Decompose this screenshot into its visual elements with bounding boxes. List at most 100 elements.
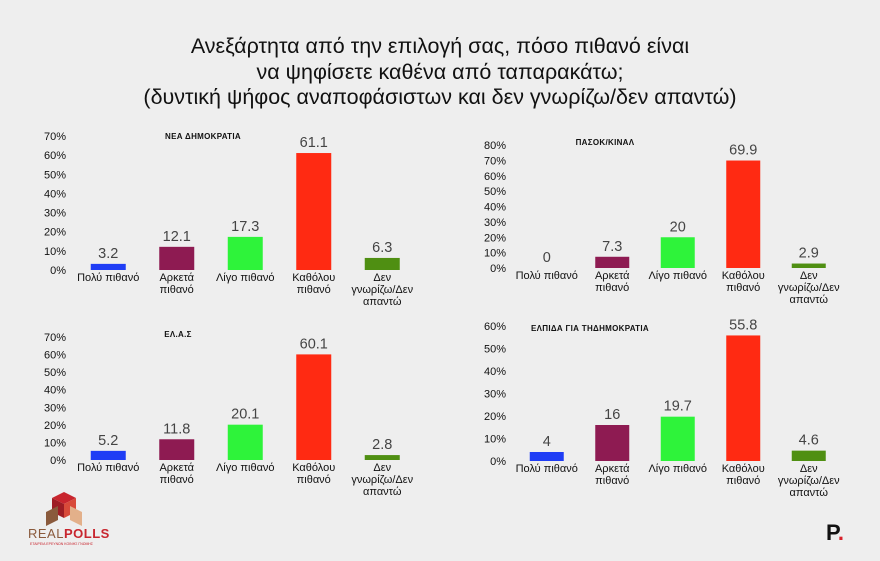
publisher-logo: P. xyxy=(826,520,844,545)
bar xyxy=(595,256,630,268)
bar xyxy=(159,246,195,270)
y-tick-label: 50% xyxy=(44,367,66,379)
x-tick-label: Πολύ πιθανό xyxy=(516,463,578,475)
y-tick-label: 0% xyxy=(50,265,66,277)
x-tick-label: Αρκετά πιθανό xyxy=(595,270,630,294)
data-label: 0 xyxy=(543,250,551,266)
y-tick-label: 70% xyxy=(44,131,66,143)
y-tick-label: 0% xyxy=(50,455,66,467)
data-label: 4 xyxy=(543,434,551,450)
data-label: 2.9 xyxy=(799,246,819,262)
chart-title: ΝΕΑ ΔΗΜΟΚΡΑΤΙΑ xyxy=(165,132,241,141)
y-tick-label: 20% xyxy=(44,227,66,239)
data-label: 60.1 xyxy=(300,336,328,352)
bar xyxy=(90,263,126,270)
data-label: 4.6 xyxy=(799,433,819,449)
data-label: 20.1 xyxy=(231,407,259,423)
chart-elpida: ΕΛΠΙΔΑ ΓΙΑ ΤΗΔΗΜΟΚΡΑΤΙΑ 0% 10% 20% 30% 40% 50%… xyxy=(484,317,840,499)
data-label: 7.3 xyxy=(602,239,622,255)
y-tick-label: 50% xyxy=(484,344,506,356)
chart-nea-dimokratia: ΝΕΑ ΔΗΜΟΚΡΑΤΙΑ 0% 10% 20% 30% 40% 50% 60% 70% 3.2… xyxy=(44,131,414,308)
x-tick-label: Καθόλου πιθανό xyxy=(292,462,335,486)
x-tick-label: Καθόλου πιθανό xyxy=(292,272,335,296)
title-line-2: να ψηφίσετε καθένα από ταπαρακάτω; xyxy=(256,59,624,84)
bar xyxy=(726,160,761,268)
bar xyxy=(660,416,695,461)
data-label: 3.2 xyxy=(98,246,118,262)
y-tick-label: 20% xyxy=(484,411,506,423)
y-tick-label: 20% xyxy=(44,420,66,432)
y-tick-label: 50% xyxy=(484,186,506,198)
bar xyxy=(159,439,195,460)
x-tick-label: Δεν γνωρίζω/Δεν απαντώ xyxy=(778,463,840,499)
x-tick-label: Δεν γνωρίζω/Δεν απαντώ xyxy=(351,462,413,498)
bar xyxy=(227,236,263,270)
y-tick-label: 20% xyxy=(484,232,506,244)
logo-cube-left-2 xyxy=(46,506,58,526)
bar xyxy=(595,425,630,461)
y-tick-label: 0% xyxy=(490,456,506,468)
x-tick-label: Καθόλου πιθανό xyxy=(722,270,765,294)
x-tick-label: Αρκετά πιθανό xyxy=(595,463,630,487)
x-tick-label: Αρκετά πιθανό xyxy=(159,272,194,296)
y-tick-label: 60% xyxy=(44,150,66,162)
y-tick-label: 10% xyxy=(44,246,66,258)
y-tick-label: 40% xyxy=(484,202,506,214)
title-line-1: Ανεξάρτητα από την επιλογή σας, πόσο πιθ… xyxy=(190,34,690,58)
y-tick-label: 60% xyxy=(484,171,506,183)
data-label: 5.2 xyxy=(98,433,118,449)
data-label: 16 xyxy=(604,407,620,423)
data-label: 61.1 xyxy=(300,135,328,151)
data-label: 55.8 xyxy=(729,317,757,333)
logo-cube-right-2 xyxy=(70,506,82,526)
bar xyxy=(90,450,126,460)
realpolls-wordmark: REALPOLLS xyxy=(28,526,110,541)
y-tick-label: 40% xyxy=(484,366,506,378)
chart-title: ΠΑΣΟΚ/ΚΙΝΑΛ xyxy=(576,138,635,147)
bar xyxy=(364,455,400,460)
x-tick-label: Λίγο πιθανό xyxy=(648,463,707,475)
chart-elas: ΕΛ.Α.Σ 0% 10% 20% 30% 40% 50% 60% 70% 5.2 Πολύ πιθ… xyxy=(44,330,414,498)
bar xyxy=(529,452,564,461)
data-label: 69.9 xyxy=(729,143,757,159)
realpolls-logo-icon xyxy=(46,492,82,526)
y-tick-label: 30% xyxy=(44,208,66,220)
y-tick-label: 70% xyxy=(484,155,506,167)
bar xyxy=(364,257,400,270)
y-tick-label: 10% xyxy=(484,434,506,446)
data-label: 6.3 xyxy=(372,240,392,256)
bar xyxy=(296,153,332,270)
bar xyxy=(660,237,695,268)
x-tick-label: Πολύ πιθανό xyxy=(516,270,578,282)
x-tick-label: Λίγο πιθανό xyxy=(216,272,275,284)
y-tick-label: 50% xyxy=(44,169,66,181)
bar xyxy=(227,424,263,460)
x-tick-label: Δεν γνωρίζω/Δεν απαντώ xyxy=(351,272,413,308)
y-tick-label: 30% xyxy=(484,217,506,229)
y-tick-label: 0% xyxy=(490,263,506,275)
x-tick-label: Δεν γνωρίζω/Δεν απαντώ xyxy=(778,270,840,306)
bar xyxy=(791,450,826,461)
y-tick-label: 40% xyxy=(44,385,66,397)
y-tick-label: 30% xyxy=(44,402,66,414)
x-tick-label: Καθόλου πιθανό xyxy=(722,463,765,487)
chart-title: ΕΛΠΙΔΑ ΓΙΑ ΤΗΔΗΜΟΚΡΑΤΙΑ xyxy=(531,324,649,333)
x-tick-label: Λίγο πιθανό xyxy=(216,462,275,474)
y-tick-label: 60% xyxy=(44,350,66,362)
title-line-3: (δυντική ψήφος αναποφάσιστων και δεν γνω… xyxy=(143,85,737,109)
page-title: Ανεξάρτητα από την επιλογή σας, πόσο πιθ… xyxy=(0,34,880,111)
data-label: 19.7 xyxy=(664,399,692,415)
y-tick-label: 40% xyxy=(44,188,66,200)
x-tick-label: Αρκετά πιθανό xyxy=(159,462,194,486)
y-tick-label: 80% xyxy=(484,140,506,152)
bar xyxy=(296,354,332,460)
x-tick-label: Πολύ πιθανό xyxy=(77,462,139,474)
y-tick-label: 70% xyxy=(44,332,66,344)
bar xyxy=(791,263,826,268)
data-label: 11.8 xyxy=(163,421,190,437)
realpolls-tagline: ΕΤΑΙΡΕΙΑ ΕΡΕΥΝΩΝ ΚΟΙΝΗΣ ΓΝΩΜΗΣ xyxy=(30,542,94,546)
data-label: 2.8 xyxy=(372,437,392,453)
x-tick-label: Λίγο πιθανό xyxy=(648,270,707,282)
data-label: 17.3 xyxy=(231,219,259,235)
data-label: 12.1 xyxy=(163,229,191,245)
